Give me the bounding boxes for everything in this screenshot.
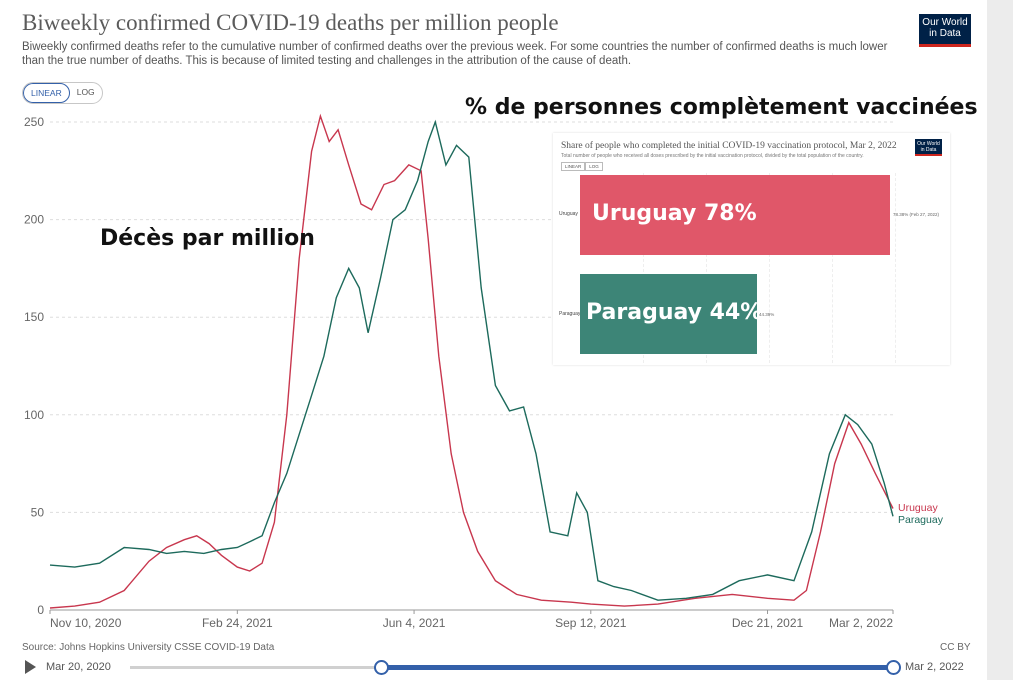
play-icon[interactable] (25, 660, 36, 674)
y-tick-label: 50 (31, 505, 45, 519)
bar-paraguay: Paraguay 44% (580, 274, 762, 354)
x-tick-label: Sep 12, 2021 (555, 616, 627, 630)
y-tick-label: 150 (24, 310, 44, 324)
source-note[interactable]: Source: Johns Hopkins University CSSE CO… (22, 642, 275, 653)
deaths-annotation: Décès par million (100, 226, 315, 251)
timeline-selected-range (380, 665, 892, 670)
timeline: Mar 20, 2020 Mar 2, 2022 (0, 655, 987, 680)
inset-bar-label-uruguay: Uruguay (559, 211, 578, 217)
log-button[interactable]: LOG (76, 87, 95, 97)
chart-subtitle: Biweekly confirmed deaths refer to the c… (22, 41, 888, 67)
inset-value-label-paraguay: 44.39% (759, 312, 775, 317)
scale-toggle[interactable]: LINEAR LOG (22, 82, 103, 104)
line-chart: 0 50 100 150 200 250 Nov 10, 2020 Feb 24, 2021 J… (24, 113, 944, 630)
license-label[interactable]: CC BY (940, 642, 971, 653)
y-tick-label: 200 (24, 213, 44, 227)
inset-value-label-uruguay: 78.38% (Feb 27, 2022) (893, 212, 940, 217)
inset-gridline (895, 173, 896, 363)
inset-subtitle: Total number of people who received all … (561, 153, 864, 159)
timeline-start-label: Mar 20, 2020 (46, 661, 111, 673)
y-tick-label: 250 (24, 115, 44, 129)
series-line-paraguay (49, 119, 894, 601)
series-line-uruguay (49, 113, 894, 609)
timeline-start-handle[interactable] (374, 660, 389, 675)
inset-log-button: LOG (585, 162, 603, 171)
series-label-paraguay: Paraguay (898, 514, 944, 526)
x-tick-label: Feb 24, 2021 (202, 616, 273, 630)
inset-gridline (832, 173, 833, 363)
inset-title: Share of people who completed the initia… (561, 141, 897, 151)
inset-linear-button: LINEAR (561, 162, 586, 171)
scrollbar-track[interactable] (987, 0, 1013, 680)
owid-logo[interactable]: Our World in Data (919, 14, 971, 47)
y-tick-label: 0 (37, 603, 44, 617)
vaccination-inset-chart: Share of people who completed the initia… (553, 133, 950, 365)
inset-gridline (706, 173, 707, 363)
chart-title: Biweekly confirmed COVID-19 deaths per m… (22, 10, 559, 35)
inset-owid-logo: Our World in Data (915, 139, 942, 156)
x-tick-label: Jun 4, 2021 (383, 616, 446, 630)
timeline-end-handle[interactable] (886, 660, 901, 675)
timeline-end-label: Mar 2, 2022 (905, 661, 964, 673)
vaccinated-annotation: % de personnes complètement vaccinées (465, 95, 978, 120)
series-label-uruguay: Uruguay (898, 502, 938, 514)
x-tick-label: Mar 2, 2022 (829, 616, 893, 630)
inset-gridline (643, 173, 644, 363)
inset-bar-label-paraguay: Paraguay (559, 311, 581, 317)
x-tick-label: Dec 21, 2021 (732, 616, 804, 630)
linear-button[interactable]: LINEAR (23, 83, 70, 103)
inset-gridline (769, 173, 770, 363)
x-tick-label: Nov 10, 2020 (50, 616, 122, 630)
bar-uruguay: Uruguay 78% (580, 175, 890, 255)
inset-scale-toggle: LINEAR LOG (561, 162, 603, 171)
y-tick-label: 100 (24, 408, 44, 422)
